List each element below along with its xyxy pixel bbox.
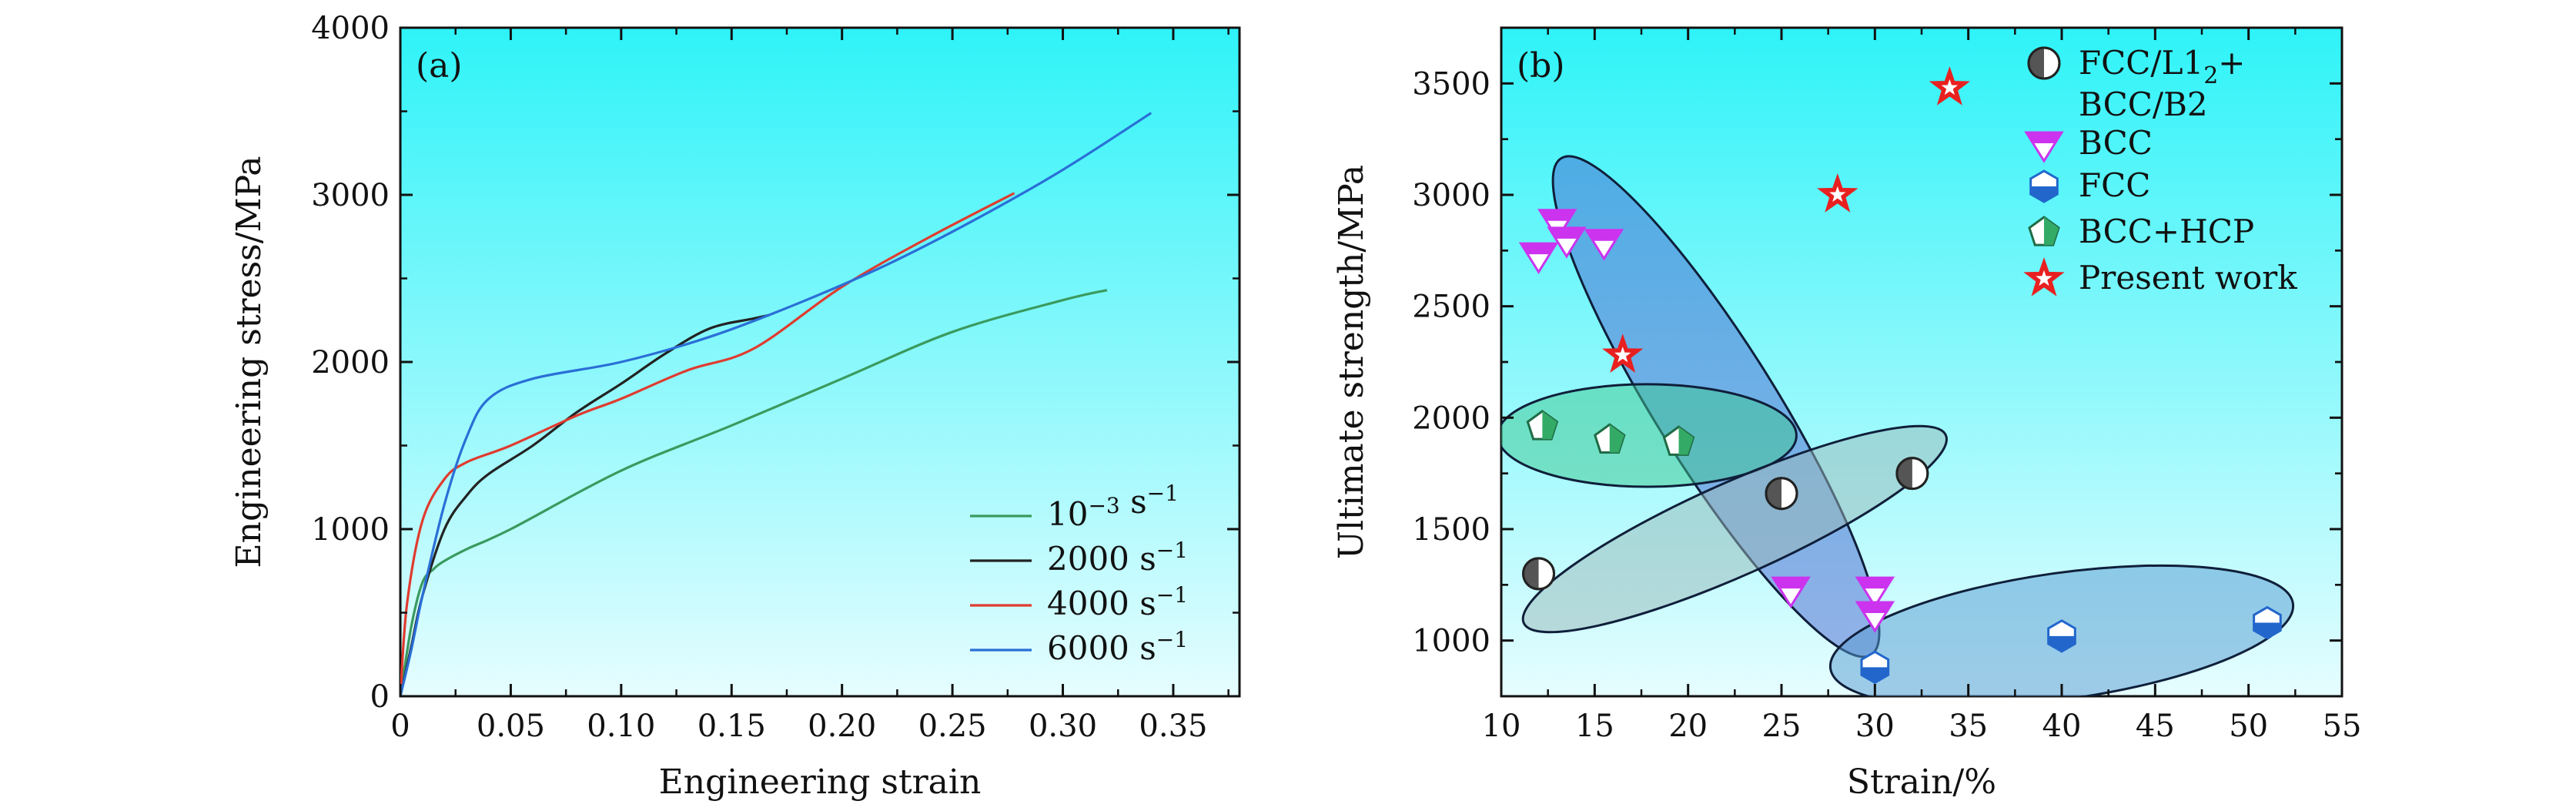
data-point-down-triangle <box>1584 229 1624 261</box>
x-tick-label: 50 <box>2229 709 2268 744</box>
data-point-down-triangle <box>1855 576 1895 608</box>
x-tick-label: 30 <box>1855 709 1895 744</box>
legend-entry-4: BCC+HCP <box>2079 213 2254 250</box>
panel-b-x-axis-title: Strain/% <box>1847 762 1996 802</box>
legend-entry-1: FCC/L12+ <box>2079 44 2245 89</box>
legend-entry-2: 2000 s−1 <box>1047 538 1188 578</box>
panel-b-label: (b) <box>1517 46 1565 85</box>
data-point-down-triangle <box>1537 209 1577 241</box>
y-tick-label: 2500 <box>1412 290 1490 325</box>
x-tick-label: 0.25 <box>918 709 987 744</box>
data-point-half-star <box>1602 333 1644 374</box>
legend-entry-3: FCC <box>2079 166 2150 204</box>
panel-a-y-axis-title: Engineering stress/MPa <box>229 156 269 568</box>
legend-entry-3: 4000 s−1 <box>1047 582 1188 622</box>
x-tick-label: 35 <box>1949 709 1988 744</box>
data-point-half-hexagon <box>2253 605 2282 640</box>
x-tick-label: 0.05 <box>477 709 545 744</box>
legend-entry-2: BCC <box>2079 124 2153 162</box>
legend-marker-half-circle <box>2027 46 2061 80</box>
data-point-half-pentagon <box>1526 410 1559 441</box>
y-tick-label: 3000 <box>311 178 390 213</box>
series-line-4 <box>400 112 1153 696</box>
data-point-half-hexagon <box>2047 619 2076 653</box>
legend-marker-down-triangle <box>2024 131 2064 163</box>
data-point-half-star <box>1929 66 1971 106</box>
x-tick-label: 55 <box>2323 709 2362 744</box>
x-tick-label: 0 <box>390 709 410 744</box>
x-tick-label: 0.20 <box>808 709 876 744</box>
data-point-half-circle <box>1522 557 1556 591</box>
panel-a-x-axis-title: Engineering strain <box>659 762 982 802</box>
y-tick-label: 1500 <box>1412 512 1490 548</box>
y-tick-label: 2000 <box>311 345 390 380</box>
bcc-hcp-region <box>1501 383 1798 488</box>
x-tick-label: 0.15 <box>698 709 766 744</box>
data-point-half-star <box>1817 173 1858 213</box>
data-point-half-circle <box>1765 477 1798 511</box>
x-tick-label: 15 <box>1575 709 1614 744</box>
panel-a-label: (a) <box>416 46 463 85</box>
panel-b-y-axis-title: Ultimate strength/MPa <box>1332 165 1371 559</box>
legend-entry-1-line2: BCC/B2 <box>2079 85 2208 123</box>
y-tick-label: 2000 <box>1412 400 1490 436</box>
y-tick-label: 1000 <box>1412 624 1490 659</box>
y-tick-label: 1000 <box>311 512 390 548</box>
y-tick-label: 4000 <box>311 11 390 46</box>
legend-entry-5: Present work <box>2079 259 2297 297</box>
y-tick-label: 0 <box>370 679 390 715</box>
legend-entry-1: 10−3 s−1 <box>1047 481 1179 533</box>
y-tick-label: 3000 <box>1412 178 1490 213</box>
series-line-1 <box>400 289 1108 696</box>
series-line-3 <box>400 192 1015 696</box>
data-point-half-hexagon <box>1860 650 1890 685</box>
legend-entry-4: 6000 s−1 <box>1047 627 1188 667</box>
legend-marker-half-hexagon <box>2029 169 2059 203</box>
x-tick-label: 0.30 <box>1029 709 1097 744</box>
data-point-down-triangle <box>1547 226 1587 259</box>
legend-marker-half-pentagon <box>2028 216 2060 246</box>
data-point-down-triangle <box>1518 242 1559 274</box>
y-tick-label: 3500 <box>1412 66 1490 102</box>
x-tick-label: 0.10 <box>587 709 655 744</box>
x-tick-label: 45 <box>2136 709 2175 744</box>
panel-a-plot-area <box>399 26 1241 698</box>
x-tick-label: 25 <box>1762 709 1802 744</box>
fcc-l12-region <box>1521 424 1948 634</box>
panel-a-stress-strain: 0 0.05 0.10 0.15 0.20 0.25 0.30 0.35 0 1000 2000 3… <box>229 11 1241 802</box>
panel-b-strength-strain: 10 15 20 25 30 35 40 45 50 55 1000 1500 2000 2500 300… <box>1332 26 2362 802</box>
x-tick-label: 0.35 <box>1139 709 1207 744</box>
data-point-half-pentagon <box>1662 425 1695 456</box>
legend-marker-half-star <box>2023 256 2065 297</box>
x-tick-label: 20 <box>1668 709 1708 744</box>
data-point-down-triangle <box>1771 576 1811 608</box>
data-point-half-circle <box>1895 457 1929 491</box>
data-point-half-pentagon <box>1593 423 1626 454</box>
data-point-down-triangle <box>1855 601 1895 633</box>
x-tick-label: 10 <box>1482 709 1521 744</box>
x-tick-label: 40 <box>2042 709 2082 744</box>
